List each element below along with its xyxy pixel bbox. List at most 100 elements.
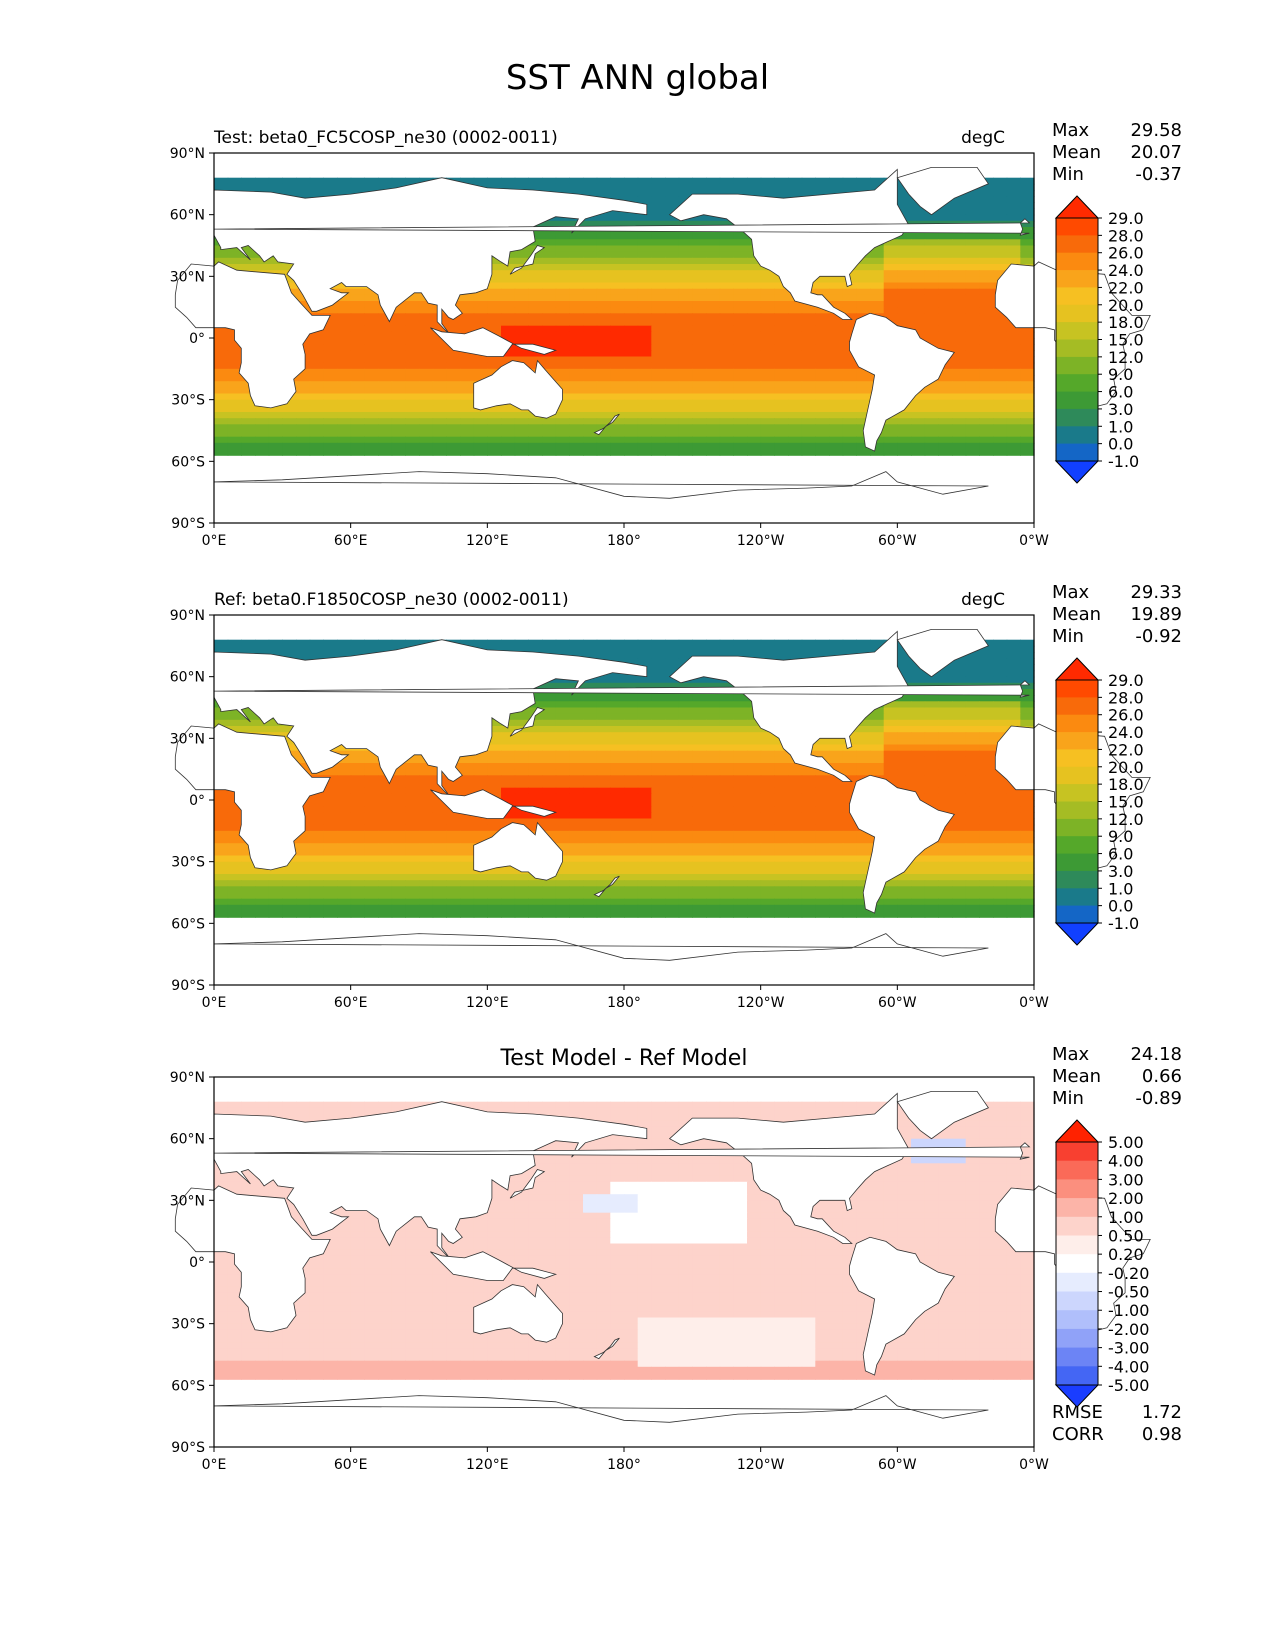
field-cell [514,183,529,191]
colorbar-segment [1056,218,1098,236]
field-cell [678,350,693,358]
field-cell [747,744,762,752]
field-cell [665,424,680,432]
field-cell [624,707,639,715]
field-cell [583,331,598,339]
field-cell [569,652,584,659]
field-cell [733,707,748,715]
field-cell [446,843,461,850]
test-panel: Test: beta0_FC5COSP_ne30 (0002-0011) deg… [0,120,1275,598]
field-cell [473,424,488,432]
field-cell [911,399,926,407]
field-cell [227,843,242,850]
field-cell [924,338,939,345]
field-cell [897,424,912,432]
field-cell [829,375,844,382]
field-cell [856,750,871,758]
field-cell [979,307,994,314]
field-cell [747,775,762,783]
field-cell [364,787,379,795]
field-cell [473,177,488,185]
field-cell [719,233,734,240]
field-cell [419,350,434,358]
field-cell [788,313,803,321]
field-cell [815,849,830,857]
field-cell [706,676,721,684]
field-cell [856,639,871,647]
field-cell [747,418,762,425]
field-cell [637,682,652,690]
field-cell [692,800,707,807]
field-cell [624,319,639,327]
field-cell [665,436,680,444]
field-cell [460,418,475,425]
field-cell [897,664,912,672]
field-cell [924,239,939,247]
field-cell [514,177,529,185]
field-cell [1020,449,1035,456]
field-cell [651,750,666,758]
colorbar-segment [1056,235,1098,254]
colorbar-segment [1056,443,1098,462]
field-cell [596,362,611,370]
field-cell [815,652,830,659]
field-cell [542,418,557,425]
field-cell [897,769,912,776]
field-cell [774,855,789,863]
field-cell [227,399,242,407]
field-cell [487,756,502,764]
field-cell [569,190,584,197]
field-cell [965,257,980,265]
field-cell [897,282,912,290]
field-cell [651,812,666,820]
field-cell [555,418,570,425]
field-cell [1020,430,1035,438]
field-cell [938,208,953,216]
field-cell [856,183,871,191]
field-cell [665,812,680,820]
field-cell [350,750,365,758]
field-cell [350,756,365,764]
field-cell [706,282,721,290]
field-cell [637,695,652,702]
field-cell [555,405,570,413]
field-cell [829,430,844,438]
field-cell [460,824,475,832]
field-cell [419,301,434,308]
field-cell [774,652,789,659]
field-cell [924,430,939,438]
colorbar-label: 29.0 [1108,209,1144,228]
field-cell [596,412,611,419]
field-cell [542,233,557,240]
field-cell [637,220,652,228]
field-cell [227,849,242,857]
field-cell [842,350,857,358]
colorbar-segment [1056,270,1098,288]
field-cell [624,294,639,302]
field-cell [678,220,693,228]
field-cell [391,325,406,333]
field-cell [1020,183,1035,191]
field-cell [514,769,529,776]
field-cell [965,670,980,678]
field-cell [610,183,625,191]
field-cell [801,362,816,370]
field-cell [391,393,406,401]
field-cell [296,645,311,653]
field-cell [678,301,693,308]
field-cell [665,368,680,376]
field-cell [501,319,516,327]
field-cell [514,338,529,345]
field-cell [665,818,680,826]
field-cell [637,781,652,789]
x-tick-label: 120°W [737,533,785,548]
field-cell [555,270,570,277]
field-cell [815,331,830,339]
field-cell [842,282,857,290]
field-cell [583,356,598,364]
field-cell [747,270,762,277]
field-cell [583,806,598,813]
field-cell [282,418,297,425]
field-cell [419,769,434,776]
field-cell [610,449,625,456]
